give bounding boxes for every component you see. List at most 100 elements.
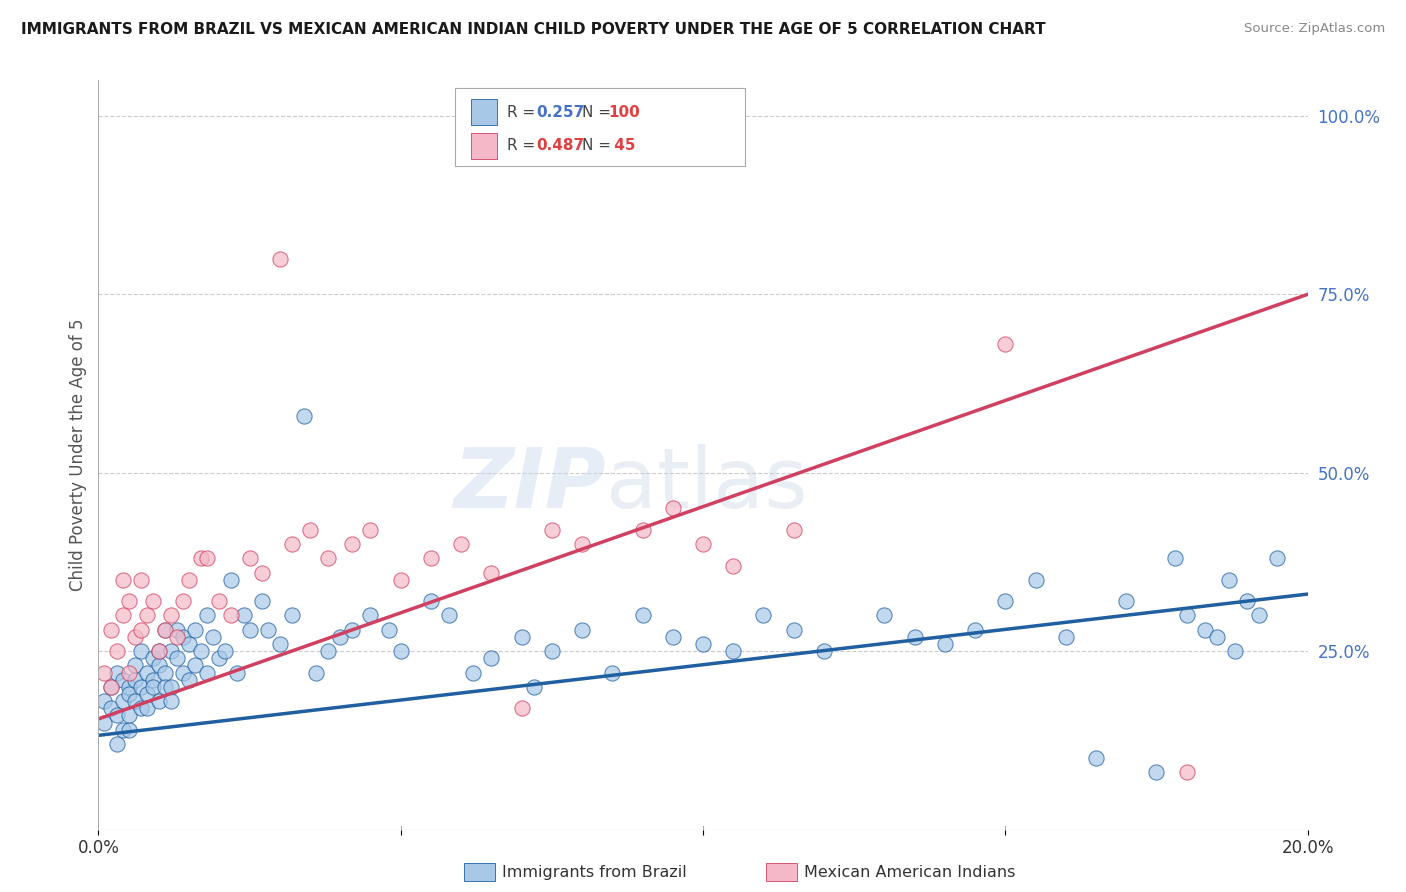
Text: Mexican American Indians: Mexican American Indians	[804, 865, 1015, 880]
Point	[184, 658, 207, 673]
Text: Source: ZipAtlas.com: Source: ZipAtlas.com	[1244, 22, 1385, 36]
Point	[179, 637, 201, 651]
Point	[208, 651, 231, 665]
Point	[1249, 608, 1271, 623]
Point	[463, 665, 485, 680]
Text: 45: 45	[609, 137, 636, 153]
Point	[281, 608, 304, 623]
Point	[1175, 765, 1198, 780]
Text: N =: N =	[582, 104, 616, 120]
Point	[111, 573, 134, 587]
Point	[661, 501, 683, 516]
Point	[118, 708, 141, 723]
Point	[783, 623, 806, 637]
Point	[111, 608, 134, 623]
Point	[124, 658, 146, 673]
Point	[316, 551, 339, 566]
Point	[160, 644, 183, 658]
Point	[202, 630, 225, 644]
Point	[1206, 630, 1229, 644]
Point	[166, 651, 188, 665]
Point	[100, 680, 122, 694]
Point	[148, 658, 170, 673]
Point	[166, 630, 188, 644]
Point	[342, 623, 364, 637]
Point	[124, 630, 146, 644]
Point	[1218, 573, 1240, 587]
Point	[100, 680, 122, 694]
Point	[153, 623, 176, 637]
Point	[105, 737, 128, 751]
Point	[510, 701, 533, 715]
Point	[1115, 594, 1137, 608]
Point	[105, 708, 128, 723]
Text: atlas: atlas	[606, 444, 808, 525]
Point	[269, 252, 291, 266]
Point	[179, 573, 201, 587]
Point	[292, 409, 315, 423]
Point	[172, 665, 194, 680]
Point	[904, 630, 927, 644]
Point	[965, 623, 987, 637]
Point	[129, 623, 152, 637]
Point	[214, 644, 236, 658]
Point	[752, 608, 775, 623]
Text: R =: R =	[508, 137, 540, 153]
Point	[316, 644, 339, 658]
Point	[160, 608, 183, 623]
Point	[124, 694, 146, 708]
Point	[118, 687, 141, 701]
Point	[118, 680, 141, 694]
Point	[783, 523, 806, 537]
Point	[142, 651, 165, 665]
Point	[250, 566, 273, 580]
Point	[329, 630, 352, 644]
Point	[195, 551, 218, 566]
Text: N =: N =	[582, 137, 616, 153]
Point	[221, 608, 243, 623]
Point	[1194, 623, 1216, 637]
Point	[631, 608, 654, 623]
Point	[93, 665, 115, 680]
Point	[111, 723, 134, 737]
Point	[153, 665, 176, 680]
FancyBboxPatch shape	[471, 99, 498, 125]
Point	[160, 680, 183, 694]
Point	[135, 608, 157, 623]
Point	[540, 523, 562, 537]
Point	[142, 673, 165, 687]
Point	[111, 673, 134, 687]
Point	[692, 637, 714, 651]
Point	[142, 680, 165, 694]
Point	[1085, 751, 1108, 765]
Text: 0.257: 0.257	[536, 104, 585, 120]
Point	[256, 623, 278, 637]
Point	[420, 594, 443, 608]
Point	[153, 623, 176, 637]
Point	[602, 665, 624, 680]
Point	[118, 594, 141, 608]
Point	[93, 715, 115, 730]
Point	[148, 644, 170, 658]
Point	[148, 694, 170, 708]
Point	[232, 608, 254, 623]
Point	[239, 551, 262, 566]
Point	[100, 623, 122, 637]
Point	[437, 608, 460, 623]
FancyBboxPatch shape	[471, 133, 498, 159]
Point	[510, 630, 533, 644]
Point	[166, 623, 188, 637]
Text: Immigrants from Brazil: Immigrants from Brazil	[502, 865, 686, 880]
Point	[160, 694, 183, 708]
Point	[631, 523, 654, 537]
Point	[221, 573, 243, 587]
FancyBboxPatch shape	[456, 87, 745, 167]
Point	[172, 594, 194, 608]
Point	[208, 594, 231, 608]
Point	[226, 665, 249, 680]
Point	[377, 623, 399, 637]
Point	[450, 537, 472, 551]
Point	[135, 665, 157, 680]
Point	[692, 537, 714, 551]
Text: ZIP: ZIP	[454, 444, 606, 525]
